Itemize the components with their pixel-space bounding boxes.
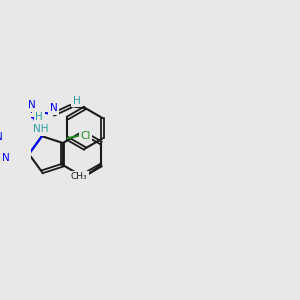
Text: N: N — [28, 100, 36, 110]
Text: NH: NH — [33, 124, 48, 134]
Text: N: N — [2, 153, 10, 163]
Text: N: N — [50, 103, 57, 113]
Text: Cl: Cl — [80, 131, 91, 141]
Text: N: N — [30, 105, 38, 115]
Text: H: H — [73, 96, 81, 106]
Text: N: N — [0, 133, 2, 142]
Text: CH₃: CH₃ — [70, 172, 87, 181]
Text: H: H — [35, 112, 43, 122]
